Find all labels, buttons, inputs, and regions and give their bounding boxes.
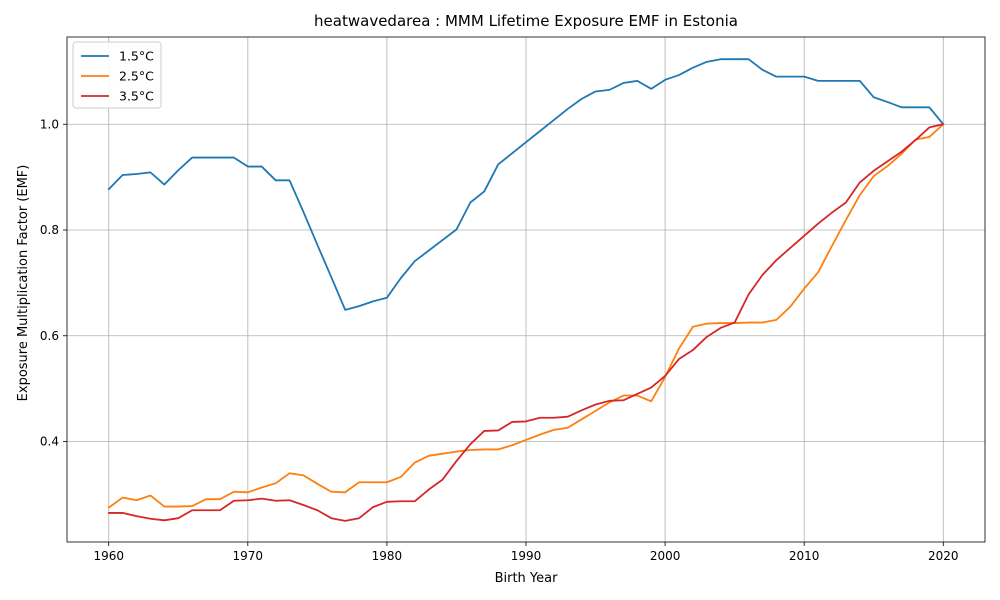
legend-label: 2.5°C	[119, 69, 154, 84]
y-tick-label: 0.4	[40, 435, 59, 449]
series-line-2	[107, 123, 945, 509]
ticks: 1960 1970 1980 1990 2000 2010 2020 0.4 0.6 0.8 1.0	[40, 117, 959, 563]
legend: 1.5°C 2.5°C 3.5°C	[72, 41, 162, 109]
x-tick-label: 2010	[789, 549, 820, 563]
x-tick-label: 1960	[93, 549, 124, 563]
x-tick-label: 1970	[233, 549, 264, 563]
series-line-1	[107, 58, 945, 311]
x-tick-label: 1990	[511, 549, 542, 563]
x-tick-label: 1980	[372, 549, 403, 563]
x-axis-label: Birth Year	[495, 571, 559, 586]
chart-title: heatwavedarea : MMM Lifetime Exposure EM…	[314, 12, 738, 30]
series-group	[107, 58, 945, 522]
y-tick-label: 1.0	[40, 117, 59, 131]
x-tick-label: 2000	[650, 549, 681, 563]
y-axis-label: Exposure Multiplication Factor (EMF)	[16, 165, 31, 402]
series-line-3	[107, 123, 945, 522]
legend-box	[72, 41, 162, 109]
y-tick-label: 0.6	[40, 329, 59, 343]
legend-label: 1.5°C	[119, 49, 154, 64]
y-tick-label: 0.8	[40, 223, 59, 237]
grid	[67, 37, 985, 542]
x-tick-label: 2020	[928, 549, 959, 563]
legend-label: 3.5°C	[119, 89, 154, 104]
